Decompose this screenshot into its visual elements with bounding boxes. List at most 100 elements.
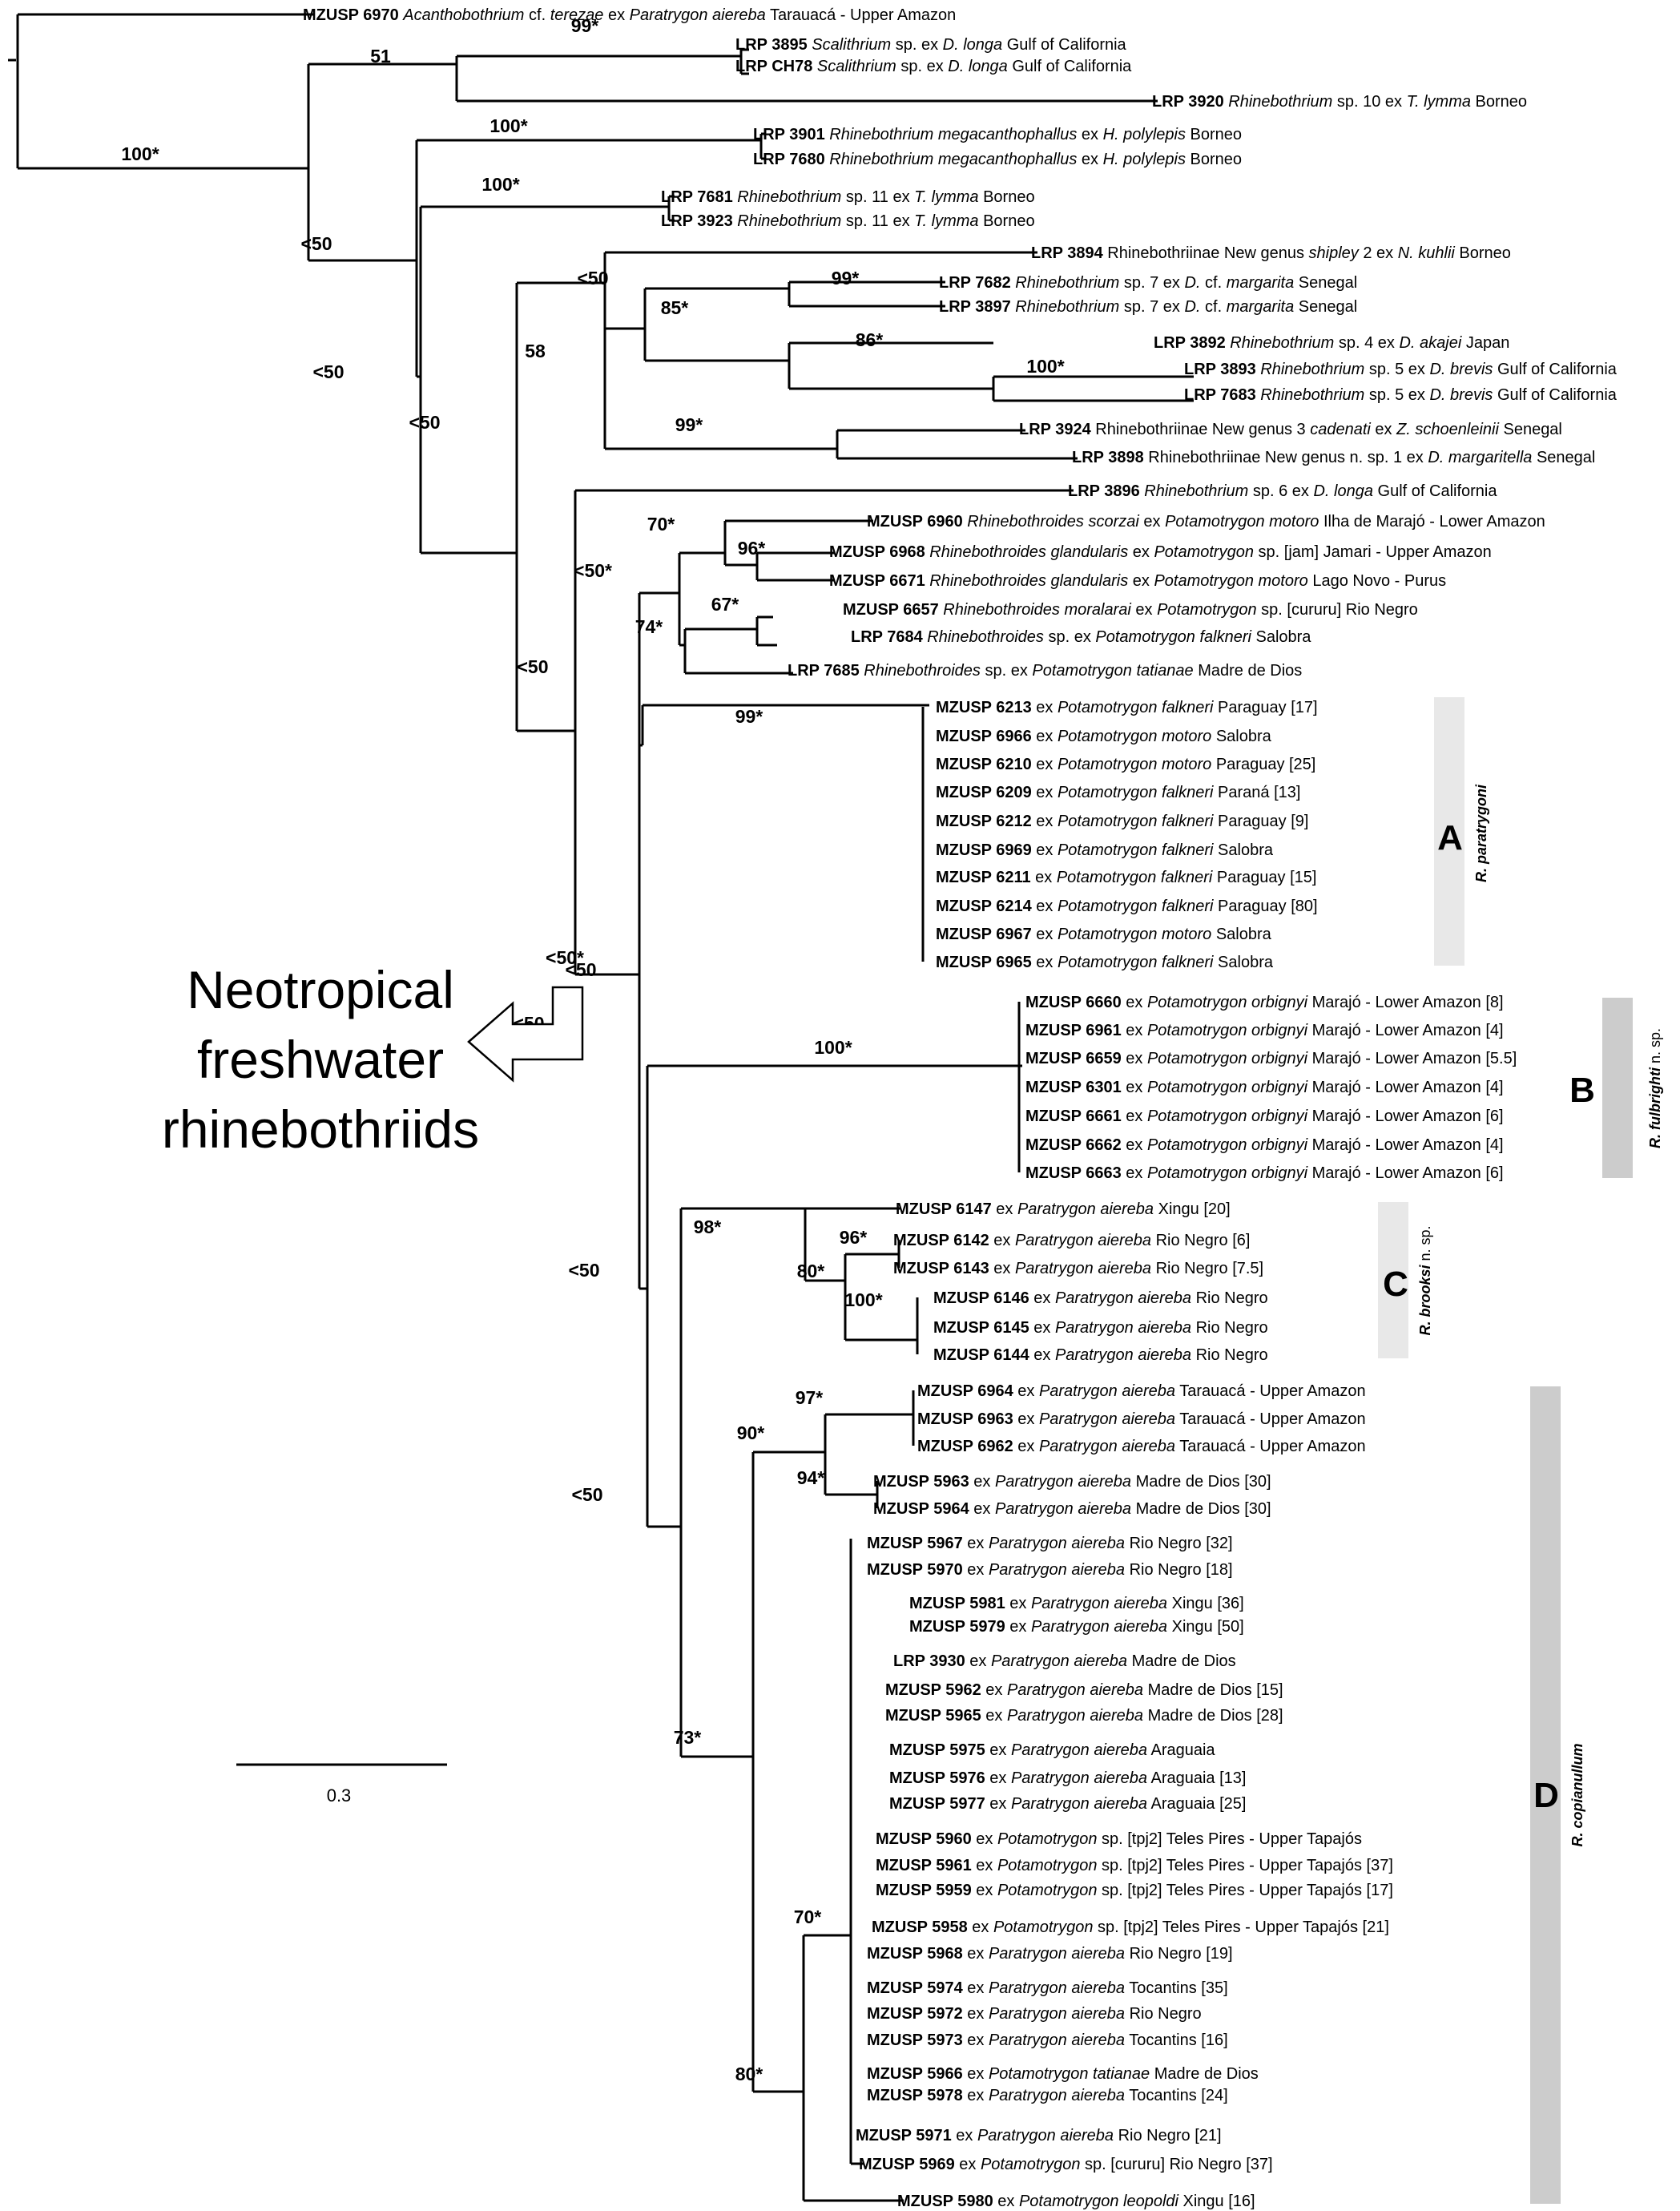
support-value: 99* — [735, 706, 763, 727]
tip-label: LRP 7682 Rhinebothrium sp. 7 ex D. cf. m… — [939, 274, 1357, 292]
support-value: 67* — [711, 594, 739, 615]
support-value: <50 — [571, 1484, 602, 1505]
scale-bar-label: 0.3 — [327, 1785, 352, 1806]
tip-label: LRP 3892 Rhinebothrium sp. 4 ex D. akaje… — [1154, 334, 1509, 352]
support-value: 94* — [797, 1467, 825, 1488]
support-value: 70* — [647, 514, 675, 535]
support-value: 90* — [737, 1422, 765, 1443]
support-value: 100* — [481, 174, 519, 195]
tip-label: MZUSP 6662 ex Potamotrygon orbignyi Mara… — [1025, 1136, 1504, 1154]
clade-name: R. copianullum — [1569, 1743, 1585, 1846]
support-value: <50 — [577, 268, 608, 288]
tip-label: MZUSP 6969 ex Potamotrygon falkneri Salo… — [936, 841, 1274, 859]
tip-label: LRP 3895 Scalithrium sp. ex D. longa Gul… — [735, 36, 1127, 54]
tip-label: MZUSP 6964 ex Paratrygon aiereba Tarauac… — [917, 1382, 1366, 1400]
tree-branches — [8, 13, 1194, 2202]
tip-label: MZUSP 5963 ex Paratrygon aiereba Madre d… — [873, 1473, 1271, 1491]
support-value: 86* — [856, 329, 884, 350]
tip-label: MZUSP 6966 ex Potamotrygon motoro Salobr… — [936, 728, 1272, 745]
clade-name: R. fulbrighti n. sp. — [1647, 1028, 1663, 1148]
support-value: 100* — [1026, 356, 1064, 377]
tip-label: MZUSP 6213 ex Potamotrygon falkneri Para… — [936, 699, 1318, 716]
clade-bar — [1378, 1202, 1408, 1358]
tip-label: MZUSP 6660 ex Potamotrygon orbignyi Mara… — [1025, 994, 1504, 1011]
support-value: 100* — [814, 1037, 852, 1058]
support-value: <50 — [409, 412, 440, 433]
support-value: 96* — [738, 538, 766, 559]
tip-label: LRP 7680 Rhinebothrium megacanthophallus… — [753, 151, 1242, 168]
neotropical-label: Neotropical freshwater rhinebothriids — [162, 960, 479, 1159]
clade-letter: C — [1383, 1265, 1408, 1304]
clade-bar — [1434, 697, 1464, 966]
support-value: <50 — [312, 361, 344, 382]
tip-label: MZUSP 6145 ex Paratrygon aiereba Rio Neg… — [933, 1319, 1268, 1337]
support-value: 100* — [489, 115, 527, 136]
support-value: <50 — [517, 656, 548, 677]
tip-label: MZUSP 5969 ex Potamotrygon sp. [cururu] … — [859, 2156, 1273, 2173]
tip-label: MZUSP 5958 ex Potamotrygon sp. [tpj2] Te… — [872, 1918, 1389, 1936]
support-value: 98* — [694, 1216, 722, 1237]
tip-label: MZUSP 6967 ex Potamotrygon motoro Salobr… — [936, 926, 1272, 943]
tip-label: LRP 3930 ex Paratrygon aiereba Madre de … — [893, 1652, 1236, 1670]
tip-label: LRP 3924 Rhinebothriinae New genus 3 cad… — [1019, 421, 1562, 438]
arrow-icon — [467, 986, 584, 1083]
tip-label: MZUSP 6963 ex Paratrygon aiereba Tarauac… — [917, 1410, 1366, 1428]
tip-label: MZUSP 6663 ex Potamotrygon orbignyi Mara… — [1025, 1164, 1504, 1182]
support-value: 51 — [370, 46, 391, 67]
tip-label: LRP 3898 Rhinebothriinae New genus n. sp… — [1072, 449, 1595, 466]
tip-label: LRP 7683 Rhinebothrium sp. 5 ex D. brevi… — [1184, 386, 1618, 404]
support-value: <50* — [574, 560, 612, 581]
tip-label: MZUSP 5980 ex Potamotrygon leopoldi Xing… — [897, 2193, 1255, 2210]
clade-bar — [1602, 998, 1633, 1178]
tip-label: MZUSP 6671 Rhinebothroides glandularis e… — [829, 572, 1446, 590]
support-value: 74* — [635, 616, 663, 637]
support-value: 99* — [675, 414, 703, 435]
tip-label: MZUSP 5975 ex Paratrygon aiereba Araguai… — [889, 1741, 1215, 1759]
tip-label: MZUSP 5972 ex Paratrygon aiereba Rio Neg… — [867, 2005, 1202, 2023]
tip-label: MZUSP 5966 ex Potamotrygon tatianae Madr… — [867, 2065, 1259, 2083]
support-value: <50 — [568, 1260, 599, 1281]
tip-label: MZUSP 5981 ex Paratrygon aiereba Xingu [… — [909, 1595, 1244, 1612]
tip-label: MZUSP 5960 ex Potamotrygon sp. [tpj2] Te… — [876, 1830, 1362, 1848]
tip-label: MZUSP 6147 ex Paratrygon aiereba Xingu [… — [896, 1200, 1231, 1218]
tip-label: LRP 7684 Rhinebothroides sp. ex Potamotr… — [851, 628, 1311, 646]
tip-label: MZUSP 6970 Acanthobothrium cf. terezae e… — [303, 6, 956, 24]
tip-label: MZUSP 6144 ex Paratrygon aiereba Rio Neg… — [933, 1346, 1268, 1364]
support-value: 100* — [121, 143, 159, 164]
tip-label: MZUSP 6661 ex Potamotrygon orbignyi Mara… — [1025, 1108, 1504, 1125]
tip-label: LRP 7681 Rhinebothrium sp. 11 ex T. lymm… — [661, 188, 1035, 206]
tip-label: MZUSP 5976 ex Paratrygon aiereba Araguai… — [889, 1769, 1246, 1787]
tip-label: LRP CH78 Scalithrium sp. ex D. longa Gul… — [735, 58, 1132, 75]
clade-letter: D — [1533, 1776, 1559, 1815]
tip-label: MZUSP 5964 ex Paratrygon aiereba Madre d… — [873, 1500, 1271, 1518]
clade-labels: A R. paratrygoni B R. fulbrighti n. sp. C R. … — [1383, 784, 1663, 1847]
tip-label: MZUSP 5978 ex Paratrygon aiereba Tocanti… — [867, 2087, 1228, 2104]
tip-label: MZUSP 5979 ex Paratrygon aiereba Xingu [… — [909, 1618, 1244, 1636]
tip-label: LRP 3920 Rhinebothrium sp. 10 ex T. lymm… — [1152, 93, 1527, 111]
clade-letter: A — [1437, 818, 1463, 857]
clade-letter: B — [1569, 1071, 1595, 1110]
clade-name: R. paratrygoni — [1473, 784, 1489, 882]
tip-label: MZUSP 5968 ex Paratrygon aiereba Rio Neg… — [867, 1945, 1233, 1963]
tip-label: MZUSP 5962 ex Paratrygon aiereba Madre d… — [885, 1681, 1283, 1699]
scale-bar: 0.3 — [236, 1763, 447, 1806]
tip-label: MZUSP 6210 ex Potamotrygon motoro Paragu… — [936, 756, 1315, 773]
tip-label: MZUSP 6961 ex Potamotrygon orbignyi Mara… — [1025, 1022, 1504, 1039]
tip-label: MZUSP 6211 ex Potamotrygon falkneri Para… — [936, 869, 1316, 886]
tip-label: MZUSP 6657 Rhinebothroides moralarai ex … — [843, 601, 1418, 619]
tip-label: MZUSP 6968 Rhinebothroides glandularis e… — [829, 543, 1492, 561]
tip-label: MZUSP 6212 ex Potamotrygon falkneri Para… — [936, 813, 1308, 830]
tip-label: MZUSP 5974 ex Paratrygon aiereba Tocanti… — [867, 1979, 1228, 1997]
support-value: 80* — [797, 1261, 825, 1281]
support-value: 58 — [525, 341, 546, 361]
tip-label: MZUSP 5959 ex Potamotrygon sp. [tpj2] Te… — [876, 1882, 1393, 1899]
neotropical-label-line-1: Neotropical — [187, 960, 454, 1019]
tip-label: MZUSP 5967 ex Paratrygon aiereba Rio Neg… — [867, 1535, 1233, 1552]
clade-name: R. brooksi n. sp. — [1417, 1225, 1433, 1335]
neotropical-label-line-2: freshwater — [197, 1030, 444, 1089]
tip-label: MZUSP 6146 ex Paratrygon aiereba Rio Neg… — [933, 1289, 1268, 1307]
support-value: 100* — [844, 1289, 882, 1310]
neotropical-label-line-3: rhinebothriids — [162, 1099, 479, 1159]
support-value: <50 — [300, 233, 332, 254]
